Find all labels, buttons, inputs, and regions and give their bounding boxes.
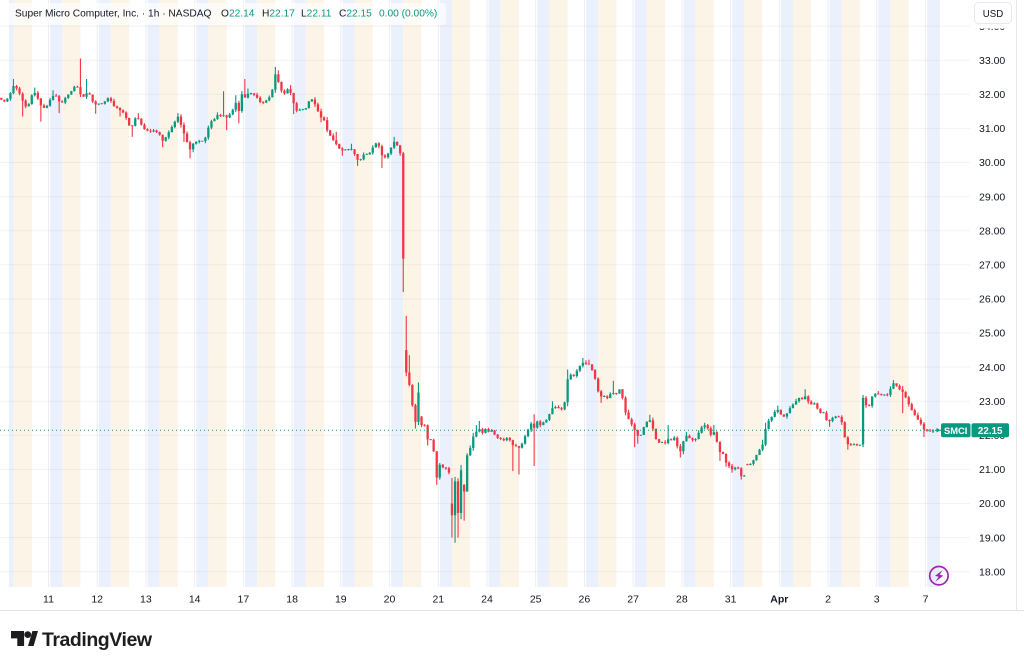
svg-text:14: 14 — [189, 593, 201, 605]
svg-text:O22.14: O22.14 — [221, 8, 255, 19]
svg-text:USD: USD — [983, 9, 1003, 20]
svg-text:20: 20 — [384, 593, 396, 605]
svg-text:L22.11: L22.11 — [301, 8, 332, 19]
svg-text:22.15: 22.15 — [978, 426, 1003, 437]
svg-text:25: 25 — [530, 593, 542, 605]
svg-text:28.00: 28.00 — [979, 225, 1005, 237]
svg-text:21.00: 21.00 — [979, 464, 1005, 476]
svg-text:3: 3 — [874, 593, 880, 605]
svg-text:27: 27 — [627, 593, 639, 605]
svg-text:27.00: 27.00 — [979, 260, 1005, 272]
svg-text:31.00: 31.00 — [979, 123, 1005, 135]
svg-text:11: 11 — [43, 593, 54, 605]
svg-text:C22.15: C22.15 — [339, 8, 372, 19]
svg-text:32.00: 32.00 — [979, 89, 1005, 101]
svg-text:7: 7 — [923, 593, 929, 605]
svg-text:18.00: 18.00 — [979, 566, 1005, 578]
svg-text:30.00: 30.00 — [979, 157, 1005, 169]
svg-text:23.00: 23.00 — [979, 396, 1005, 408]
svg-text:19.00: 19.00 — [979, 532, 1005, 544]
svg-text:24: 24 — [481, 593, 493, 605]
svg-text:24.00: 24.00 — [979, 362, 1005, 374]
svg-text:21: 21 — [432, 593, 444, 605]
svg-text:20.00: 20.00 — [979, 498, 1005, 510]
svg-text:TradingView: TradingView — [42, 629, 153, 651]
svg-text:26.00: 26.00 — [979, 294, 1005, 306]
svg-text:29.00: 29.00 — [979, 191, 1005, 203]
svg-text:31: 31 — [725, 593, 737, 605]
svg-text:19: 19 — [335, 593, 347, 605]
svg-text:0.00 (0.00%): 0.00 (0.00%) — [379, 8, 437, 19]
svg-text:H22.17: H22.17 — [262, 8, 295, 19]
svg-text:25.00: 25.00 — [979, 328, 1005, 340]
svg-text:28: 28 — [676, 593, 688, 605]
svg-text:18: 18 — [286, 593, 298, 605]
svg-text:Apr: Apr — [770, 593, 788, 605]
svg-text:Super Micro Computer, Inc. · 1: Super Micro Computer, Inc. · 1h · NASDAQ — [15, 8, 212, 19]
svg-text:SMCI: SMCI — [944, 425, 967, 436]
svg-text:2: 2 — [825, 593, 831, 605]
svg-text:26: 26 — [579, 593, 591, 605]
svg-text:33.00: 33.00 — [979, 55, 1005, 67]
svg-text:13: 13 — [140, 593, 152, 605]
svg-text:12: 12 — [91, 593, 103, 605]
svg-text:17: 17 — [238, 593, 250, 605]
